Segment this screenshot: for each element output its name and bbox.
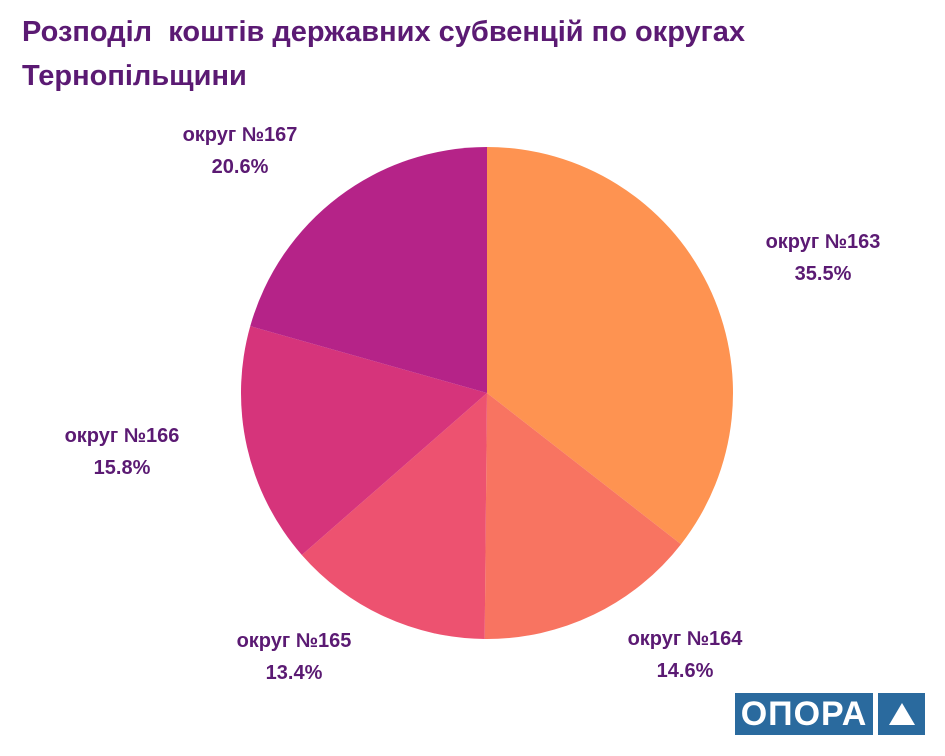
logo-text: ОПОРА <box>735 693 873 735</box>
slice-category-label: округ №166 <box>65 425 180 447</box>
slice-category-label: округ №163 <box>766 231 881 253</box>
slice-category-label: округ №165 <box>237 630 352 652</box>
opora-logo: ОПОРА <box>735 693 925 735</box>
slice-value-label: 35.5% <box>795 263 852 285</box>
pie-slice <box>250 147 487 393</box>
triangle-icon <box>878 693 925 735</box>
slice-value-label: 20.6% <box>212 156 269 178</box>
pie-slice <box>301 393 487 639</box>
slice-value-label: 13.4% <box>266 662 323 684</box>
slice-value-label: 14.6% <box>657 660 714 682</box>
pie-slice <box>240 326 487 555</box>
pie-slice <box>487 147 733 545</box>
slice-category-label: округ №167 <box>183 124 298 146</box>
chart-title: Розподіл коштів державних субвенцій по о… <box>22 16 754 92</box>
slice-category-label: округ №164 <box>628 628 744 650</box>
slice-value-label: 15.8% <box>94 457 151 479</box>
pie-slice <box>484 393 682 640</box>
